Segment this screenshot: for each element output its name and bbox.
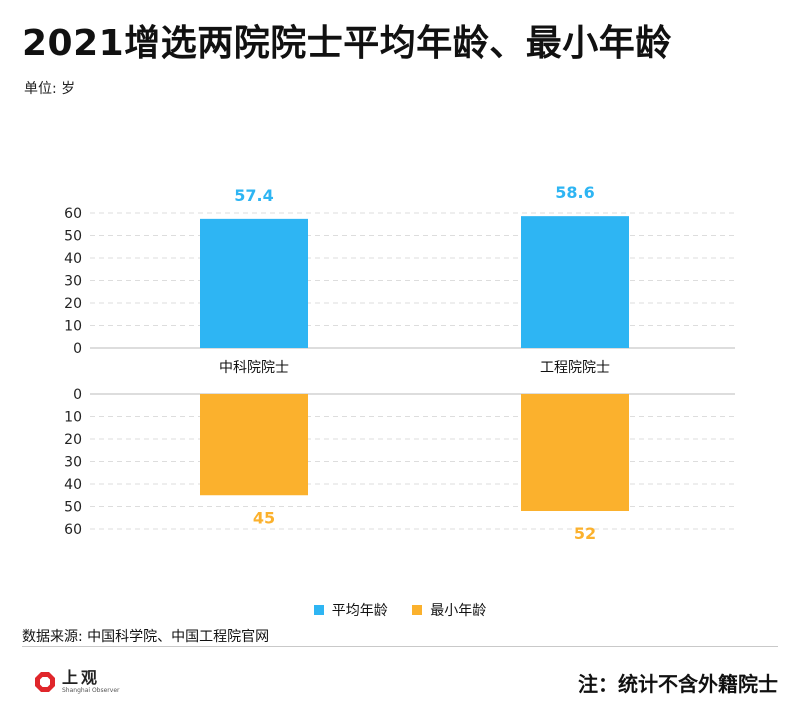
legend-label-avg: 平均年龄: [331, 603, 388, 619]
source-text: 数据来源: 中国科学院、中国工程院官网: [22, 629, 270, 645]
legend-swatch-avg: [313, 605, 324, 615]
bottom-y-tick-label: 10: [64, 410, 82, 426]
logo-cn: 上观: [62, 668, 101, 687]
bottom-y-tick-label: 0: [73, 387, 82, 403]
top-y-tick-label: 40: [64, 251, 82, 267]
min-age-data-label: 45: [253, 508, 275, 527]
avg-age-bar: [521, 216, 629, 348]
min-age-bar: [521, 394, 629, 511]
logo: 上观 Shanghai Observer: [34, 670, 119, 694]
top-y-tick-label: 20: [64, 296, 82, 312]
avg-age-data-label: 57.4: [234, 186, 273, 205]
bottom-y-tick-label: 50: [64, 500, 82, 516]
top-y-tick-label: 10: [64, 319, 82, 335]
chart-title: 2021增选两院院士平均年龄、最小年龄: [22, 23, 672, 64]
min-age-data-label: 52: [574, 524, 596, 543]
chart-svg: 0 10 20 30 40 50 60 0 10 20 30 40 50 60 中科院院士 工程院院士 57.4…: [64, 183, 735, 543]
logo-en: Shanghai Observer: [62, 687, 120, 694]
note-text: 注：统计不含外籍院士: [578, 672, 778, 696]
legend: 平均年龄 最小年龄: [0, 600, 800, 620]
legend-item-avg: 平均年龄: [313, 600, 388, 620]
bottom-y-tick-label: 30: [64, 455, 82, 471]
top-y-tick-label: 30: [64, 274, 82, 290]
avg-age-bar: [200, 218, 308, 348]
legend-item-min: 最小年龄: [412, 600, 486, 620]
unit-label: 单位: 岁: [24, 81, 76, 97]
category-label: 工程院院士: [540, 360, 610, 376]
bottom-y-tick-label: 40: [64, 477, 82, 493]
bottom-y-tick-label: 20: [64, 432, 82, 448]
logo-icon: [35, 672, 55, 692]
avg-age-data-label: 58.6: [555, 183, 594, 202]
legend-label-min: 最小年龄: [430, 603, 487, 619]
top-y-tick-label: 0: [73, 341, 82, 357]
footer-divider: [22, 646, 778, 647]
top-y-tick-label: 60: [64, 206, 82, 222]
legend-swatch-min: [412, 605, 423, 615]
category-label: 中科院院士: [219, 360, 289, 376]
top-y-tick-label: 50: [64, 229, 82, 245]
bottom-y-tick-label: 60: [64, 522, 82, 538]
min-age-bar: [200, 394, 308, 496]
